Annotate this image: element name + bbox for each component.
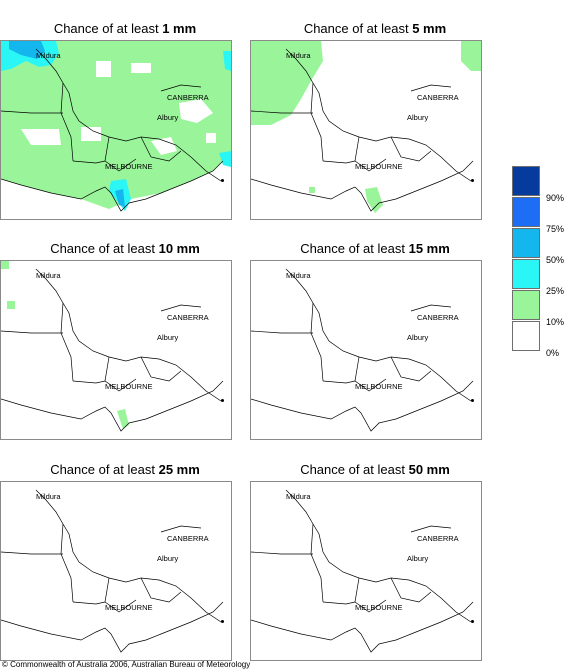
title-prefix: Chance of at least [300,241,409,256]
town-label-albury: Albury [407,554,429,563]
town-label-albury: Albury [407,333,429,342]
town-dot [471,179,474,182]
town-label-melbourne: MELBOURNE [105,382,153,391]
legend-swatch-0-10 [512,321,540,351]
legend-label-90: 90% [546,193,565,203]
title-amount: 25 mm [158,462,200,477]
title-amount: 1 mm [162,21,197,36]
title-prefix: Chance of at least [50,241,159,256]
town-label-mildura: Mildura [286,271,311,280]
town-dot [471,620,474,623]
town-label-mildura: Mildura [36,51,61,60]
map-panel-1mm: Chance of at least 1 mm [0,18,250,220]
probability-map-25mm [1,489,224,653]
map-panel-50mm: Chance of at least 50 mm Mildura CANBERR… [250,459,500,661]
town-label-mildura: Mildura [36,271,61,280]
town-label-melbourne: MELBOURNE [355,382,403,391]
probability-map-10mm [1,261,224,432]
probability-map-15mm [251,268,474,432]
town-dot [221,620,224,623]
town-label-mildura: Mildura [286,51,311,60]
title-amount: 50 mm [408,462,450,477]
title-amount: 10 mm [158,241,200,256]
legend-swatch-75-90 [512,197,540,227]
legend-label-0: 0% [546,348,560,358]
map-area: Mildura CANBERRA Albury MELBOURNE [250,481,482,661]
map-panel-10mm: Chance of at least 10 mm Mildura CANBERR… [0,238,250,440]
town-label-melbourne: MELBOURNE [355,162,403,171]
probability-map-1mm [1,41,231,212]
map-panel-5mm: Chance of at least 5 mm Mildura CANBERRA… [250,18,500,220]
title-prefix: Chance of at least [50,462,159,477]
town-dot [221,179,224,182]
map-panel-25mm: Chance of at least 25 mm Mildura CANBERR… [0,459,250,661]
town-label-canberra: CANBERRA [417,534,459,543]
map-area: Mildura CANBERRA Albury MELBOURNE [0,40,232,220]
title-prefix: Chance of at least [53,21,163,36]
town-label-melbourne: MELBOURNE [105,603,153,612]
town-dot [221,399,224,402]
town-label-canberra: CANBERRA [417,313,459,322]
panel-title: Chance of at least 15 mm [250,238,500,260]
legend-swatch-25-50 [512,259,540,289]
map-area: Mildura CANBERRA Albury MELBOURNE [250,40,482,220]
town-label-albury: Albury [157,333,179,342]
panel-title: Chance of at least 25 mm [0,459,250,481]
legend-label-50: 50% [546,255,565,265]
map-area: Mildura CANBERRA Albury MELBOURNE [0,481,232,661]
title-amount: 5 mm [412,21,447,36]
probability-map-5mm [251,41,481,213]
title-prefix: Chance of at least [300,462,409,477]
town-label-albury: Albury [407,113,429,122]
town-label-melbourne: MELBOURNE [355,603,403,612]
town-label-albury: Albury [157,554,179,563]
legend-label-75: 75% [546,224,565,234]
legend-label-10: 10% [546,317,565,327]
probability-map-50mm [251,489,474,653]
town-label-melbourne: MELBOURNE [105,162,153,171]
town-dot [471,399,474,402]
legend-swatch-10-25 [512,290,540,320]
town-label-canberra: CANBERRA [167,534,209,543]
map-area: Mildura CANBERRA Albury MELBOURNE [0,260,232,440]
town-label-canberra: CANBERRA [167,93,209,102]
panel-title: Chance of at least 5 mm [250,18,500,40]
legend-swatch-50-75 [512,228,540,258]
legend-label-25: 25% [546,286,565,296]
map-area: Mildura CANBERRA Albury MELBOURNE [250,260,482,440]
town-label-albury: Albury [157,113,179,122]
copyright-notice: © Commonwealth of Australia 2006, Austra… [2,660,251,669]
town-label-canberra: CANBERRA [167,313,209,322]
panel-title: Chance of at least 50 mm [250,459,500,481]
town-label-canberra: CANBERRA [417,93,459,102]
panel-title: Chance of at least 1 mm [0,18,250,40]
map-panel-15mm: Chance of at least 15 mm Mildura CANBERR… [250,238,500,440]
legend-swatch-90-100 [512,166,540,196]
town-label-mildura: Mildura [36,492,61,501]
town-label-mildura: Mildura [286,492,311,501]
panel-title: Chance of at least 10 mm [0,238,250,260]
title-prefix: Chance of at least [303,21,413,36]
title-amount: 15 mm [408,241,450,256]
